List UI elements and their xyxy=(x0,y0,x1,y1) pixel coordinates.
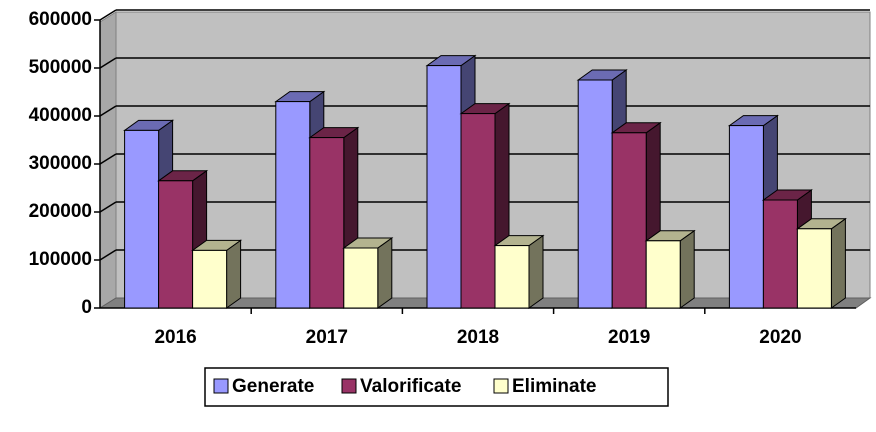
bar-side xyxy=(226,239,242,309)
bar xyxy=(342,237,394,309)
x-tick-label: 2017 xyxy=(306,327,348,348)
bar-front xyxy=(426,65,462,309)
legend-label: Eliminate xyxy=(512,376,596,397)
grid-line xyxy=(99,249,117,261)
grid-line xyxy=(99,9,117,21)
legend-label: Generate xyxy=(232,376,314,397)
y-tick-label: 400000 xyxy=(29,105,92,126)
x-tick-label: 2020 xyxy=(759,327,801,348)
legend-swatch xyxy=(213,378,229,394)
bar-front xyxy=(762,199,798,309)
y-tick-label: 500000 xyxy=(29,57,92,78)
bar xyxy=(644,229,696,309)
bar-side xyxy=(830,217,846,309)
x-tick-label: 2016 xyxy=(154,327,196,348)
bar xyxy=(493,234,545,309)
bar-front xyxy=(192,249,228,309)
side-wall xyxy=(99,11,117,309)
legend-swatch xyxy=(493,378,509,394)
bar-front xyxy=(460,113,496,309)
bar xyxy=(157,169,209,309)
x-tick-label: 2019 xyxy=(608,327,650,348)
x-tick-label: 2018 xyxy=(457,327,499,348)
grid-line xyxy=(99,201,117,213)
legend-swatch xyxy=(341,378,357,394)
grid-line xyxy=(99,153,117,165)
bar xyxy=(795,217,847,309)
bar-front xyxy=(275,101,311,309)
y-tick-label: 100000 xyxy=(29,249,92,270)
grid-line xyxy=(99,57,117,69)
bar-front xyxy=(728,125,764,309)
bar-front xyxy=(577,79,613,309)
bar-side xyxy=(377,237,393,309)
grid-line xyxy=(99,105,117,117)
legend xyxy=(204,367,669,407)
bar-front xyxy=(124,129,160,309)
bar-front xyxy=(494,245,530,309)
y-tick-label: 200000 xyxy=(29,201,92,222)
bar-front xyxy=(611,132,647,309)
y-tick-label: 600000 xyxy=(29,9,92,30)
bar-front xyxy=(343,247,379,309)
bar-side xyxy=(528,234,544,309)
bar-front xyxy=(158,180,194,309)
bar-front xyxy=(309,137,345,309)
y-tick-label: 300000 xyxy=(29,153,92,174)
bar-front xyxy=(796,228,832,309)
y-tick-label: 0 xyxy=(81,297,92,318)
bar xyxy=(191,239,243,309)
legend-label: Valorificate xyxy=(360,376,461,397)
bar-side xyxy=(679,229,695,309)
bar-front xyxy=(645,240,681,309)
